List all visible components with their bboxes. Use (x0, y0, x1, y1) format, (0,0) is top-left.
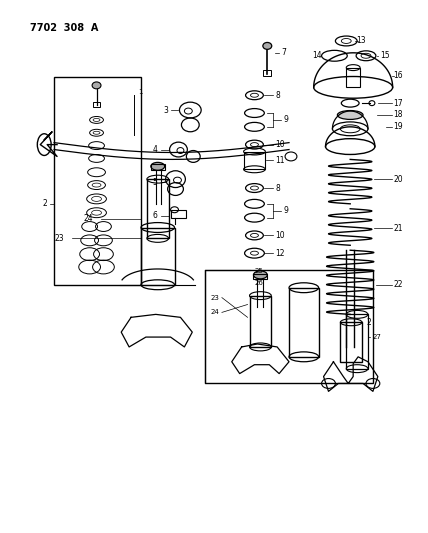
Text: 1: 1 (138, 90, 143, 95)
Text: 27: 27 (373, 334, 382, 340)
Text: 23: 23 (210, 295, 219, 301)
Text: 18: 18 (394, 110, 403, 119)
Text: 22: 22 (394, 280, 403, 289)
Text: 8: 8 (275, 91, 280, 100)
Text: 6: 6 (153, 211, 158, 220)
Text: 17: 17 (394, 99, 403, 108)
Bar (205, 270, 373, 383)
Text: 9: 9 (283, 116, 288, 124)
Text: 2: 2 (366, 318, 371, 327)
Text: 7: 7 (281, 49, 286, 58)
Bar (263, 70, 271, 76)
Text: 8: 8 (275, 183, 280, 192)
Ellipse shape (151, 163, 165, 170)
Text: 25: 25 (255, 268, 263, 274)
Text: 2: 2 (42, 199, 47, 208)
Bar (346, 314, 368, 369)
Text: 10: 10 (275, 140, 285, 149)
Bar (250, 296, 271, 347)
Text: 4: 4 (153, 145, 158, 154)
Bar (346, 68, 360, 87)
Text: 11: 11 (275, 156, 285, 165)
Bar (253, 274, 268, 279)
Ellipse shape (337, 110, 363, 119)
Text: 12: 12 (275, 249, 285, 257)
Text: 10: 10 (275, 231, 285, 240)
Text: 21: 21 (394, 224, 403, 233)
Bar (340, 322, 362, 362)
Text: 24: 24 (84, 214, 93, 223)
Text: 23: 23 (54, 234, 64, 243)
Text: 9: 9 (283, 206, 288, 215)
Text: 24: 24 (210, 309, 219, 316)
Text: 26: 26 (255, 280, 263, 286)
Ellipse shape (92, 82, 101, 89)
Text: 20: 20 (394, 175, 403, 184)
Text: 5: 5 (153, 177, 158, 187)
Text: 14: 14 (313, 51, 322, 60)
Text: 15: 15 (380, 51, 389, 60)
Bar (54, 77, 141, 285)
Bar (92, 102, 101, 107)
Bar (147, 179, 169, 238)
Text: 16: 16 (394, 71, 403, 80)
Text: 7702  308  A: 7702 308 A (30, 23, 99, 33)
Bar (141, 228, 175, 285)
Ellipse shape (253, 271, 268, 279)
Text: 13: 13 (356, 36, 366, 45)
Ellipse shape (263, 43, 272, 50)
Bar (171, 210, 186, 217)
Bar (289, 288, 318, 357)
Text: 3: 3 (163, 106, 169, 115)
Bar (244, 151, 265, 169)
Bar (151, 164, 165, 170)
Text: 19: 19 (394, 123, 403, 131)
